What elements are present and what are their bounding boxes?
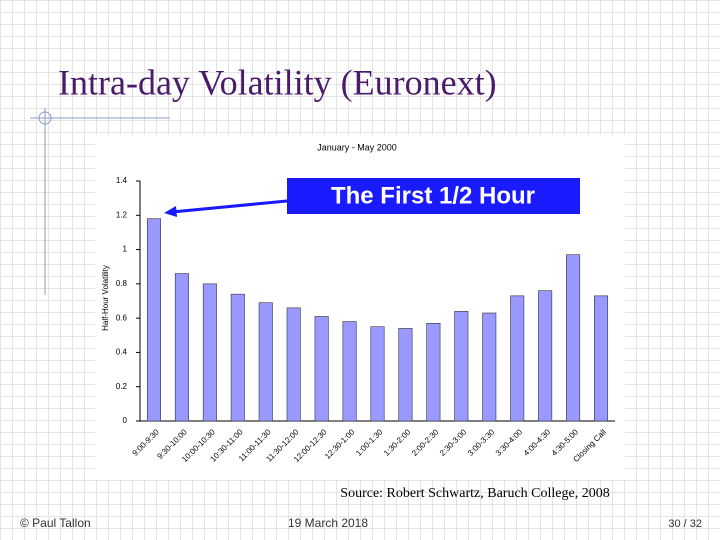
bar: [482, 312, 497, 422]
source: Source: Robert Schwartz, Baruch College,…: [340, 486, 609, 501]
y-tick-label: 1: [123, 245, 128, 254]
bar: [510, 295, 525, 422]
chart-title: January - May 2000: [317, 142, 397, 152]
footer-right: 30 / 32: [668, 518, 702, 530]
y-tick-label: 1.2: [116, 210, 128, 219]
bar: [146, 218, 161, 422]
footer-left: © Paul Tallon: [20, 516, 91, 530]
bar: [258, 302, 273, 422]
bar: [594, 295, 609, 422]
y-tick-label: 0: [123, 416, 128, 425]
y-tick-label: 0.2: [116, 382, 128, 391]
bar: [174, 273, 189, 422]
y-tick-label: 0.8: [116, 279, 128, 288]
annotation: The First 1/2 Hour: [331, 182, 535, 209]
bar: [342, 321, 357, 422]
bar: [398, 328, 413, 422]
bar: [314, 316, 329, 422]
y-tick-label: 1.4: [116, 176, 128, 185]
bar: [426, 322, 441, 422]
bar: [454, 310, 469, 422]
annotation-arrow: [171, 199, 288, 214]
y-axis-label: Half-Hour Volatility: [101, 265, 110, 331]
bar: [230, 293, 245, 422]
bar: [286, 307, 301, 422]
bar: [370, 326, 385, 422]
slide-title: Intra-day Volatility (Euronext): [58, 62, 497, 102]
y-tick-label: 0.6: [116, 313, 128, 322]
decor-circle: [38, 111, 52, 125]
bar: [202, 283, 217, 422]
y-tick-label: 0.4: [116, 348, 128, 357]
bar: [566, 254, 581, 422]
annotation-box: [287, 178, 580, 214]
annotation-arrowhead: [164, 206, 177, 217]
bar: [538, 290, 553, 422]
footer-center: 19 March 2018: [288, 516, 368, 530]
